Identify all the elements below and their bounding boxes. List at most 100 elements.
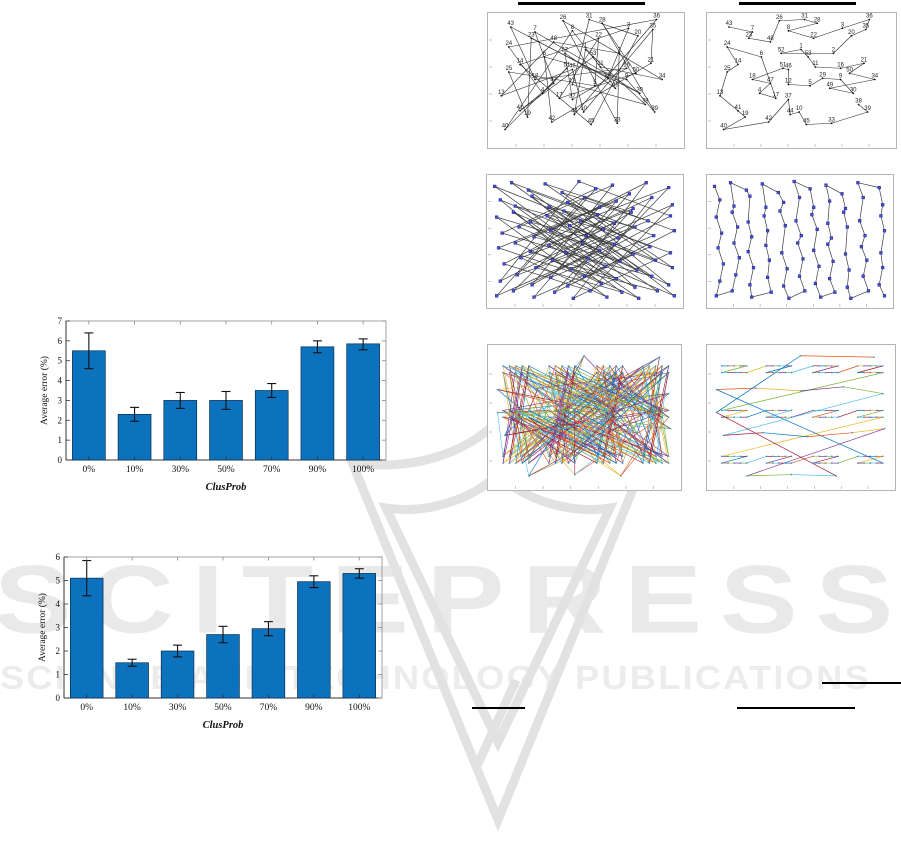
- caption-underline-rule: [822, 682, 901, 684]
- svg-text:1: 1: [56, 670, 61, 680]
- svg-text:90%: 90%: [305, 703, 323, 713]
- svg-text:18: 18: [749, 74, 756, 80]
- svg-text:17: 17: [772, 93, 779, 99]
- svg-text:16: 16: [623, 63, 630, 69]
- blue-tour-random-svg: [488, 179, 676, 307]
- svg-text:50%: 50%: [214, 703, 232, 713]
- svg-text:33: 33: [828, 118, 835, 124]
- svg-text:17: 17: [556, 93, 563, 99]
- svg-text:29: 29: [605, 73, 612, 79]
- svg-text:6: 6: [543, 51, 547, 57]
- svg-text:5: 5: [808, 80, 812, 86]
- svg-text:12: 12: [785, 79, 792, 85]
- svg-text:36: 36: [866, 14, 873, 20]
- svg-text:70%: 70%: [260, 703, 278, 713]
- svg-text:28: 28: [599, 17, 606, 23]
- svg-text:42: 42: [765, 116, 772, 122]
- svg-text:9: 9: [625, 74, 629, 80]
- svg-text:10: 10: [796, 106, 803, 112]
- svg-text:50%: 50%: [217, 465, 235, 475]
- svg-text:51: 51: [563, 63, 570, 69]
- svg-text:33: 33: [614, 118, 621, 124]
- svg-text:49: 49: [826, 83, 833, 89]
- avg-error-bottom-svg: 0 1 2 3 4 5 6 0% 10% 30% 50% 70% 90% 100% ClusProb Aver…: [37, 552, 383, 731]
- svg-text:44: 44: [787, 109, 794, 115]
- svg-text:24: 24: [505, 41, 512, 47]
- svg-text:45: 45: [803, 119, 810, 125]
- svg-text:13: 13: [498, 90, 505, 96]
- svg-text:10: 10: [580, 106, 587, 112]
- svg-text:3: 3: [627, 22, 631, 28]
- caption-underline-rule: [739, 2, 856, 5]
- clustered-tour-optimized-svg: [708, 355, 886, 489]
- svg-text:21: 21: [861, 58, 868, 64]
- blue-tour-optimized-svg: [708, 179, 887, 307]
- svg-text:53: 53: [805, 51, 812, 57]
- svg-text:41: 41: [735, 105, 742, 111]
- svg-text:22: 22: [810, 32, 817, 38]
- svg-text:5: 5: [593, 80, 597, 86]
- bar-chart-average-error-top: 0 1 2 3 4 5 6 7 0% 10% 30% 50% 70% 90% 100% ClusProb Ave…: [38, 315, 392, 493]
- svg-text:25: 25: [724, 66, 731, 72]
- svg-text:6: 6: [760, 51, 764, 57]
- svg-text:6: 6: [58, 336, 63, 346]
- svg-text:4: 4: [56, 599, 61, 609]
- svg-text:42: 42: [548, 116, 555, 122]
- svg-text:3: 3: [58, 395, 63, 405]
- svg-text:10%: 10%: [123, 703, 140, 713]
- svg-text:5: 5: [56, 576, 61, 586]
- svg-text:53: 53: [590, 51, 597, 57]
- svg-text:4: 4: [758, 88, 762, 94]
- svg-text:41: 41: [517, 105, 524, 111]
- svg-text:50: 50: [846, 68, 853, 74]
- svg-text:23: 23: [745, 32, 752, 38]
- svg-text:25: 25: [505, 66, 512, 72]
- svg-text:100%: 100%: [348, 703, 370, 713]
- svg-text:46: 46: [569, 64, 576, 70]
- svg-text:90%: 90%: [309, 465, 327, 475]
- svg-text:8: 8: [787, 25, 791, 31]
- svg-text:45: 45: [588, 119, 595, 125]
- svg-text:50: 50: [633, 68, 640, 74]
- svg-text:30%: 30%: [172, 465, 190, 475]
- svg-text:44: 44: [571, 109, 578, 115]
- svg-text:7: 7: [751, 26, 755, 32]
- svg-text:20: 20: [635, 30, 642, 36]
- svg-text:52: 52: [562, 48, 569, 54]
- svg-text:38: 38: [642, 99, 649, 105]
- svg-text:36: 36: [653, 14, 660, 20]
- tour-plot-blue-optimized: [706, 174, 894, 309]
- svg-text:31: 31: [801, 14, 808, 20]
- svg-text:19: 19: [524, 111, 531, 117]
- svg-text:48: 48: [767, 36, 774, 42]
- svg-text:31: 31: [586, 14, 593, 20]
- tour-plot-blue-random: [486, 174, 684, 309]
- svg-text:46: 46: [785, 64, 792, 70]
- svg-text:47: 47: [550, 78, 557, 84]
- svg-text:30: 30: [850, 88, 857, 94]
- svg-text:49: 49: [612, 83, 619, 89]
- svg-text:9: 9: [839, 74, 843, 80]
- svg-text:0: 0: [56, 693, 61, 703]
- svg-text:52: 52: [778, 48, 785, 54]
- svg-text:26: 26: [560, 15, 567, 21]
- svg-text:3: 3: [841, 22, 845, 28]
- svg-text:12: 12: [569, 79, 576, 85]
- svg-text:30%: 30%: [169, 703, 187, 713]
- svg-text:6: 6: [56, 552, 61, 562]
- svg-text:38: 38: [855, 99, 862, 105]
- bar-chart-average-error-bottom: 0 1 2 3 4 5 6 0% 10% 30% 50% 70% 90% 100% ClusProb Aver…: [36, 551, 388, 731]
- tour-plot-labeled-optimized: 43 7 26 31 28 36 3 35 8 23 48 22 20 24 6 52 1 53 2 25 14 11 16…: [706, 12, 897, 149]
- svg-text:30: 30: [636, 88, 643, 94]
- svg-text:43: 43: [726, 21, 733, 27]
- svg-text:14: 14: [735, 59, 742, 65]
- svg-text:34: 34: [659, 74, 666, 80]
- svg-text:2: 2: [618, 48, 622, 54]
- svg-text:51: 51: [780, 63, 787, 69]
- svg-text:1: 1: [584, 44, 588, 50]
- svg-text:24: 24: [724, 41, 731, 47]
